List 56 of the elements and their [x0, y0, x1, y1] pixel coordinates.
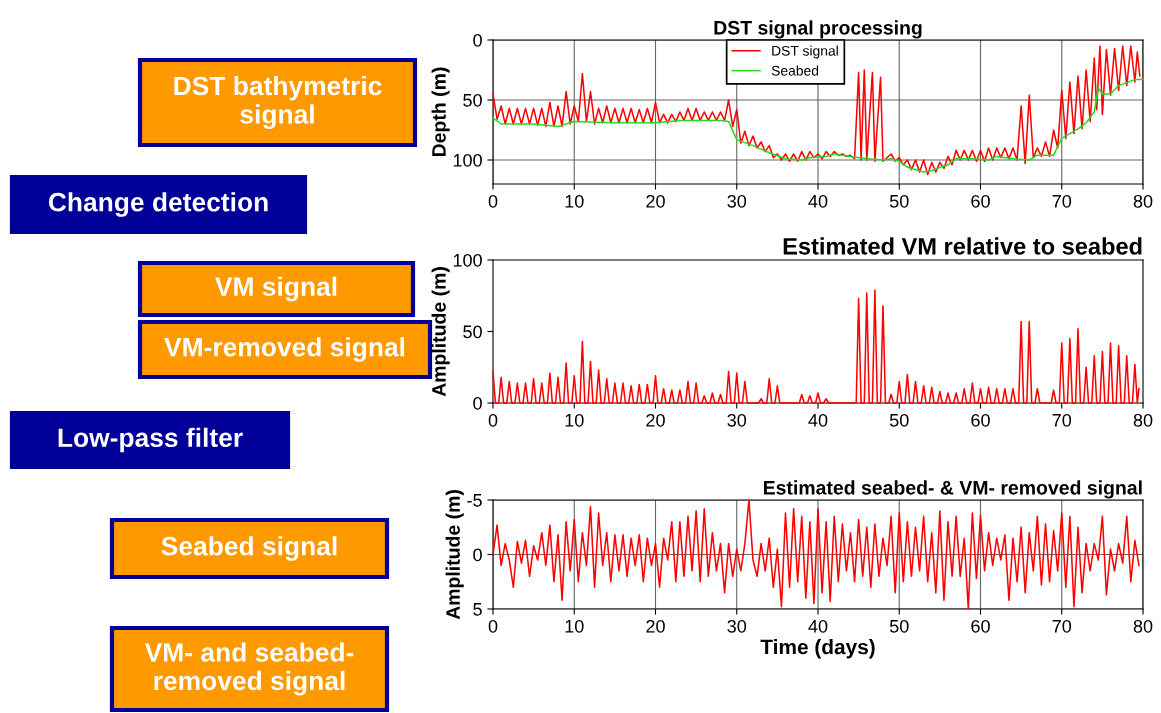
x-tick-label: 0: [488, 413, 498, 427]
line-series: [492, 499, 1140, 610]
x-tick-label: 60: [971, 413, 990, 427]
x-tick-label: 80: [1133, 619, 1153, 633]
x-tick-label: 10: [565, 619, 584, 633]
x-tick-label: 10: [565, 194, 584, 208]
x-tick-label: 60: [971, 619, 990, 633]
x-tick-label: 60: [971, 194, 990, 208]
text: VM- and seabed- removed signal: [144, 642, 354, 696]
x-tick-label: 70: [1052, 619, 1072, 633]
y-axis-title: Depth (m): [431, 67, 450, 157]
x-tick-label: 20: [646, 194, 665, 208]
x-tick-label: 70: [1052, 413, 1072, 427]
text: Seabed signal: [161, 536, 337, 561]
y-tick-label: 0: [473, 33, 482, 47]
x-tick-label: 0: [488, 619, 498, 633]
y-tick-label: 100: [453, 253, 482, 267]
legend-label: Seabed: [771, 65, 819, 76]
text: DST bathymetric signal: [174, 75, 382, 130]
y-tick-label: 5: [473, 603, 482, 616]
line-series: [492, 45, 1141, 176]
x-tick-label: 50: [889, 619, 909, 633]
text: VM-removed signal: [164, 337, 405, 362]
line-series: [492, 78, 1144, 173]
y-axis-title: Amplitude (m): [445, 490, 464, 620]
chart-title: Estimated seabed- & VM- removed signal: [763, 480, 1142, 499]
y-axis-title: Amplitude (m): [431, 267, 450, 397]
x-tick-label: 80: [1133, 413, 1153, 427]
text: Low-pass filter: [58, 427, 243, 453]
x-tick-label: 50: [889, 194, 909, 208]
legend-label: DST signal: [772, 45, 838, 59]
x-tick-label: 70: [1052, 194, 1072, 208]
y-tick-label: 0: [473, 396, 482, 410]
x-tick-label: 30: [727, 413, 747, 427]
text: Change detection: [48, 192, 268, 217]
x-tick-label: 40: [808, 194, 828, 208]
y-tick-label: 50: [463, 93, 482, 107]
x-tick-label: 80: [1133, 194, 1153, 208]
x-axis-title: Time (days): [760, 639, 875, 659]
line-series: [492, 289, 1140, 404]
x-tick-label: 0: [488, 194, 498, 208]
x-tick-label: 40: [808, 413, 828, 427]
x-tick-label: 30: [727, 194, 747, 208]
x-tick-label: 40: [808, 619, 828, 633]
y-tick-label: 100: [453, 153, 482, 167]
x-tick-label: 30: [727, 619, 747, 633]
y-tick-label: 50: [463, 325, 482, 339]
chart-title: DST signal processing: [714, 20, 922, 39]
y-tick-label: -5: [467, 494, 482, 507]
text: VM signal: [215, 276, 337, 302]
x-tick-label: 20: [646, 619, 665, 633]
y-tick-label: 0: [473, 548, 482, 562]
x-tick-label: 20: [646, 413, 665, 427]
x-tick-label: 50: [889, 413, 909, 427]
x-tick-label: 10: [565, 413, 584, 427]
chart-title: Estimated VM relative to seabed: [783, 237, 1142, 255]
